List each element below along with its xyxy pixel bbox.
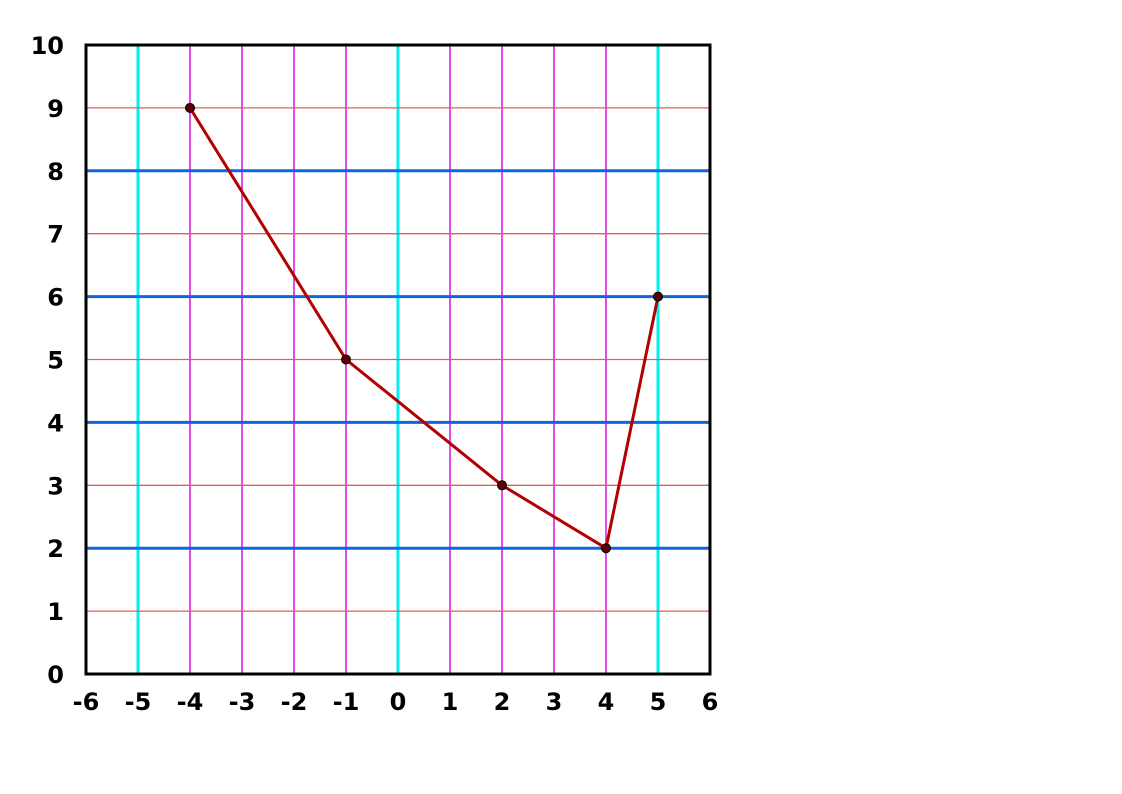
y-tick-label: 7 — [47, 221, 64, 249]
x-tick-label: -1 — [333, 688, 360, 716]
plot-frame — [84, 43, 712, 676]
x-tick-label: 5 — [650, 688, 667, 716]
y-tick-label: 6 — [47, 284, 64, 312]
y-tick-label: 5 — [47, 347, 64, 375]
data-point — [601, 543, 611, 554]
y-tick-label: 3 — [47, 472, 64, 500]
y-axis-tick-labels: 0 1 2 3 4 5 6 7 8 9 10 — [31, 32, 64, 689]
y-tick-label: 1 — [47, 598, 64, 626]
data-point — [497, 480, 507, 491]
y-tick-label: 9 — [47, 95, 64, 123]
y-tick-label: 2 — [47, 535, 64, 563]
series-layer — [185, 102, 663, 554]
x-tick-label: 1 — [442, 688, 459, 716]
data-point — [185, 102, 195, 113]
x-tick-label: 6 — [702, 688, 719, 716]
y-tick-label: 8 — [47, 158, 64, 186]
x-tick-label: -4 — [177, 688, 204, 716]
y-tick-label: 10 — [31, 32, 64, 60]
x-tick-label: -6 — [73, 688, 100, 716]
x-tick-label: 3 — [546, 688, 563, 716]
y-tick-label: 0 — [47, 661, 64, 689]
data-point — [653, 291, 663, 302]
x-axis-tick-labels: -6 -5 -4 -3 -2 -1 0 1 2 3 4 5 6 — [73, 688, 719, 716]
grid — [86, 45, 710, 674]
x-tick-label: 4 — [598, 688, 615, 716]
x-tick-label: 0 — [390, 688, 407, 716]
x-tick-label: -5 — [125, 688, 152, 716]
data-point — [341, 354, 351, 365]
x-tick-label: -2 — [281, 688, 308, 716]
y-tick-label: 4 — [47, 409, 64, 437]
series-line — [188, 107, 660, 550]
x-tick-label: 2 — [494, 688, 511, 716]
x-tick-label: -3 — [229, 688, 256, 716]
